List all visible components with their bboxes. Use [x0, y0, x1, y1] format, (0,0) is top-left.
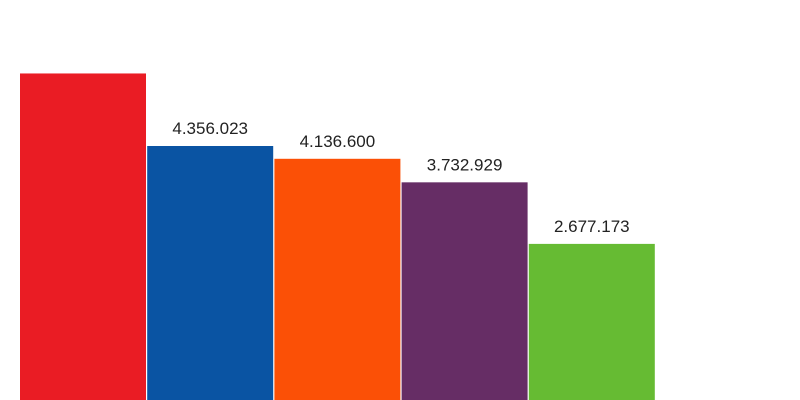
bar-value-label-2: 4.356.023 — [172, 119, 248, 138]
bar-5 — [528, 243, 655, 400]
bar-4 — [401, 182, 528, 400]
bar-3 — [274, 158, 401, 400]
bar-1 — [20, 73, 146, 400]
bar-value-label-5: 2.677.173 — [554, 217, 630, 236]
bar-2 — [147, 146, 274, 400]
bar-value-label-4: 3.732.929 — [427, 155, 503, 174]
bar-value-label-3: 4.136.600 — [300, 132, 376, 151]
